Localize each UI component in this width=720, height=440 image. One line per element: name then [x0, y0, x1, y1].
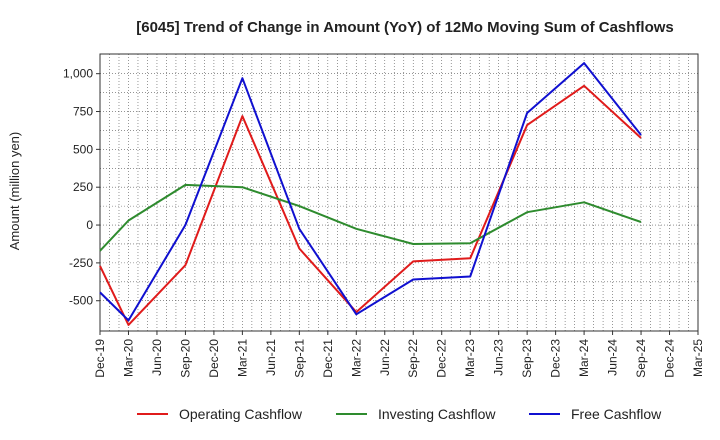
x-tick-label: Mar-20	[121, 339, 135, 377]
x-tick-label: Mar-21	[235, 339, 249, 377]
legend-label-free-cashflow: Free Cashflow	[571, 406, 662, 422]
x-tick-label: Jun-20	[150, 339, 164, 376]
y-axis-label: Amount (million yen)	[7, 132, 22, 251]
x-tick-label: Mar-22	[349, 339, 363, 377]
legend-label-operating-cashflow: Operating Cashflow	[179, 406, 303, 422]
x-tick-label: Sep-23	[520, 339, 534, 378]
x-tick-label: Dec-20	[207, 339, 221, 378]
y-tick-label: 750	[73, 105, 93, 119]
operating-cashflow-line	[99, 84, 642, 326]
plot-area	[99, 53, 699, 332]
y-axis-ticks: -500 -250 0 250 500 750 1,000	[63, 67, 100, 308]
x-tick-label: Dec-24	[663, 339, 677, 378]
free-cashflow-line	[99, 62, 642, 322]
y-tick-label: 1,000	[63, 67, 93, 81]
legend: Operating Cashflow Investing Cashflow Free…	[137, 406, 662, 422]
x-tick-label: Dec-19	[93, 339, 107, 378]
x-tick-label: Sep-20	[178, 339, 192, 378]
x-tick-label: Sep-24	[634, 339, 648, 378]
y-tick-label: -250	[69, 256, 93, 270]
legend-label-investing-cashflow: Investing Cashflow	[378, 406, 496, 422]
y-tick-label: 500	[73, 142, 93, 156]
y-tick-label: 0	[86, 218, 93, 232]
x-tick-label: Jun-21	[264, 339, 278, 376]
x-tick-label: Jun-22	[378, 339, 392, 376]
x-tick-label: Jun-23	[492, 339, 506, 376]
x-tick-label: Dec-21	[321, 339, 335, 378]
y-tick-label: -500	[69, 294, 93, 308]
x-tick-label: Dec-22	[435, 339, 449, 378]
x-tick-label: Mar-25	[691, 339, 705, 377]
x-tick-label: Mar-24	[577, 339, 591, 377]
y-tick-label: 250	[73, 180, 93, 194]
x-tick-label: Mar-23	[463, 339, 477, 377]
x-tick-label: Sep-21	[292, 339, 306, 378]
chart-title: [6045] Trend of Change in Amount (YoY) o…	[136, 19, 674, 36]
x-axis-ticks: Dec-19 Mar-20 Jun-20 Sep-20 Dec-20 Mar-21 Jun-…	[93, 331, 705, 378]
x-tick-label: Dec-23	[549, 339, 563, 378]
series-lines	[99, 62, 642, 326]
x-tick-label: Sep-22	[406, 339, 420, 378]
investing-cashflow-line	[99, 183, 642, 252]
x-tick-label: Jun-24	[606, 339, 620, 376]
grid	[99, 54, 699, 331]
